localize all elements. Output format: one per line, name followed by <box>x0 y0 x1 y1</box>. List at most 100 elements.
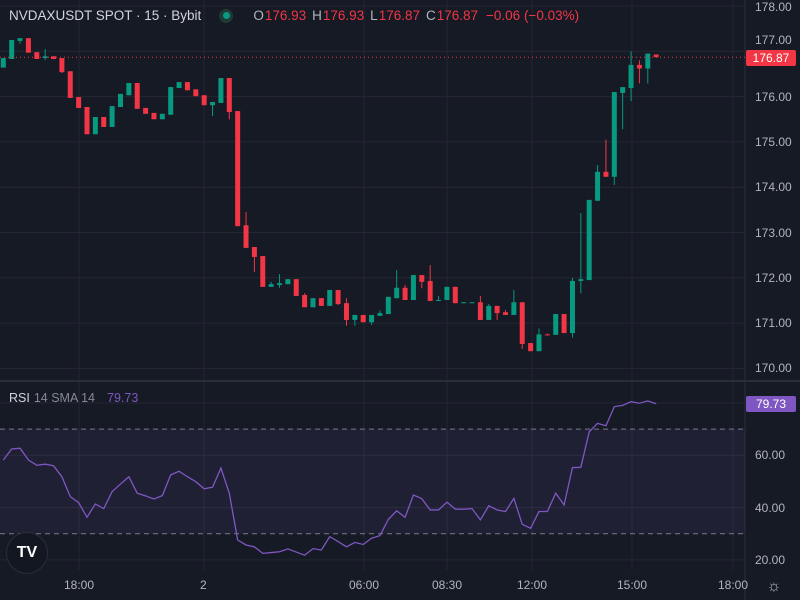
candle-body <box>134 83 140 109</box>
candle-body <box>494 305 500 314</box>
candle-body <box>302 295 308 308</box>
candle-body <box>176 82 182 88</box>
candle-body <box>126 83 132 96</box>
tradingview-logo[interactable]: TV <box>6 532 48 574</box>
candle-body <box>277 283 283 286</box>
rsi-line <box>2 400 657 556</box>
candle-body <box>235 111 241 227</box>
candle-body <box>595 171 601 201</box>
candle-body <box>218 78 224 103</box>
candle-body <box>628 64 634 88</box>
candle-body <box>645 53 651 69</box>
candle-body <box>461 302 467 304</box>
candle-body <box>394 287 400 299</box>
candle-body <box>427 280 433 301</box>
candle-body <box>260 256 266 287</box>
candle-body <box>477 302 483 320</box>
candle-body <box>553 314 559 335</box>
price-axis-label: 173.00 <box>755 225 792 240</box>
time-axis-label: 2 <box>200 578 207 592</box>
candle-body <box>377 313 383 316</box>
candle-body <box>603 171 609 177</box>
close-label: C <box>425 8 436 23</box>
open-label: O <box>253 8 264 23</box>
time-axis-label: 12:00 <box>517 578 548 592</box>
candle-body <box>636 64 642 69</box>
last-price-tag: 176.87 <box>746 50 796 66</box>
candle-body <box>586 199 592 281</box>
rsi-params: 14 SMA 14 <box>33 391 95 405</box>
candle-body <box>410 275 416 300</box>
candle-body <box>184 82 190 91</box>
price-axis-label: 176.00 <box>755 89 792 104</box>
candle-body <box>51 56 57 60</box>
candle-body <box>402 287 408 300</box>
price-axis-label: 171.00 <box>755 316 792 331</box>
candle-body <box>92 116 98 135</box>
symbol-title[interactable]: NVDAXUSDT SPOT · 15 · Bybit <box>9 8 202 23</box>
candle-body <box>243 225 249 248</box>
rsi-value: 79.73 <box>107 391 139 405</box>
candle-body <box>310 298 316 308</box>
candle-body <box>34 52 40 60</box>
sun-settings-icon[interactable]: ☼ <box>766 578 782 595</box>
candle-body <box>293 279 299 296</box>
candle-body <box>318 298 324 306</box>
high-value: 176.93 <box>322 8 365 23</box>
candle-body <box>251 246 257 257</box>
candle-body <box>117 93 123 108</box>
candle-body <box>436 299 442 301</box>
candle-body <box>25 38 31 53</box>
candle-body <box>193 89 199 97</box>
candle-body <box>84 107 90 135</box>
candle-body <box>343 303 349 320</box>
rsi-band <box>0 429 745 534</box>
candle-body <box>59 58 65 73</box>
open-value: 176.93 <box>264 8 307 23</box>
candle-body <box>9 39 15 60</box>
low-label: L <box>370 8 378 23</box>
rsi-axis-label: 20.00 <box>755 552 786 567</box>
close-value: 176.87 <box>436 8 479 23</box>
candle-body <box>101 116 107 127</box>
rsi-legend[interactable]: RSI 14 SMA 14 79.73 <box>9 391 138 405</box>
candle-body <box>210 102 216 106</box>
price-axis-label: 172.00 <box>755 270 792 285</box>
candle-body <box>419 275 425 282</box>
candle-body <box>360 314 366 323</box>
rsi-value-tag: 79.73 <box>746 396 796 412</box>
candle-body <box>444 286 450 300</box>
candle-body <box>452 286 458 304</box>
candle-body <box>352 314 358 320</box>
candle-body <box>17 38 23 41</box>
candle-body <box>486 305 492 320</box>
rsi-axis-label: 40.00 <box>755 500 786 515</box>
candle-body <box>268 284 274 287</box>
candle-body <box>159 113 165 120</box>
rsi-axis-label: 60.00 <box>755 448 786 463</box>
market-status-icon <box>219 8 234 23</box>
candle-body <box>469 302 475 304</box>
candle-body <box>226 78 232 113</box>
candle-body <box>168 87 174 115</box>
candle-body <box>528 343 534 352</box>
candle-body <box>327 290 333 306</box>
price-axis-label: 175.00 <box>755 134 792 149</box>
change-value: −0.06 (−0.03%) <box>486 8 580 23</box>
candle-body <box>536 334 542 352</box>
candle-body <box>653 54 659 58</box>
low-value: 176.87 <box>378 8 420 23</box>
candle-body <box>76 97 82 108</box>
candle-body <box>67 71 73 98</box>
candle-body <box>511 302 517 315</box>
candle-body <box>109 106 115 127</box>
candle-body <box>151 112 157 120</box>
time-axis-label: 18:00 <box>64 578 95 592</box>
time-axis-label: 08:30 <box>432 578 463 592</box>
candle-body <box>42 56 48 59</box>
candle-body <box>369 314 375 323</box>
candle-body <box>561 314 567 334</box>
price-axis-label: 174.00 <box>755 180 792 195</box>
candle-body <box>519 302 525 344</box>
